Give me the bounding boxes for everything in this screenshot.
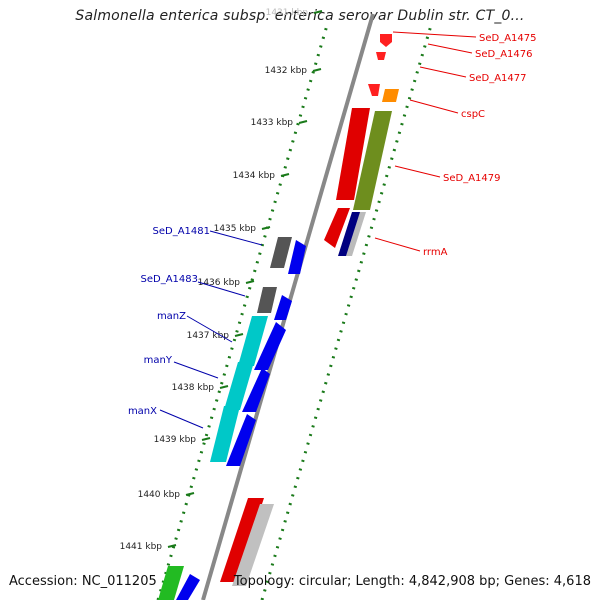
gene-many-cyan[interactable]	[224, 362, 254, 410]
gene-sed-a1483-grey[interactable]	[257, 287, 277, 313]
reverse-gene-label[interactable]: SeD_A1483	[141, 274, 199, 285]
scale-ticks: 1431 kbp 1432 kbp 1433 kbp 1434 kbp 1435 kbp…	[120, 8, 323, 552]
outer-dotted-guide	[260, 21, 434, 600]
tick-mark	[313, 10, 323, 14]
gene-sed-a1481-grey[interactable]	[270, 237, 292, 268]
gene-rrna-2[interactable]	[338, 212, 362, 256]
tick-mark	[185, 492, 195, 496]
accession-text: Accession: NC_011205	[9, 574, 157, 589]
tick-mark	[261, 226, 271, 230]
forward-gene-labels: SeD_A1475 SeD_A1476 SeD_A1477 cspC SeD_A1479…	[423, 33, 537, 258]
gene-sed-a1479[interactable]	[353, 111, 392, 210]
inner-dotted-guide	[156, 21, 330, 600]
gene-manz-blue[interactable]	[254, 322, 286, 370]
tick-label: 1440 kbp	[138, 490, 181, 500]
tick-label: 1441 kbp	[120, 542, 163, 552]
reverse-gene-label[interactable]: manY	[144, 355, 173, 366]
gene-lower-grey[interactable]	[232, 504, 274, 586]
forward-gene-label[interactable]: SeD_A1477	[469, 73, 527, 84]
tick-mark	[280, 173, 290, 177]
reverse-gene-labels: SeD_A1481 SeD_A1483 manZ manY manX	[128, 226, 210, 417]
gene-rrna-3[interactable]	[346, 212, 366, 256]
forward-label-leaders	[374, 31, 477, 252]
tick-mark	[234, 333, 244, 337]
gene-lower-blue[interactable]	[176, 574, 200, 600]
forward-gene-label[interactable]: rrmA	[423, 247, 448, 258]
forward-gene-label[interactable]: SeD_A1479	[443, 173, 501, 184]
reverse-strand-features	[158, 237, 306, 600]
map-title: Salmonella enterica subsp. enterica sero…	[75, 8, 525, 24]
tick-label: 1433 kbp	[251, 118, 294, 128]
gene-sed-a1479-rna[interactable]	[336, 108, 370, 200]
gene-manx-blue[interactable]	[226, 414, 256, 466]
forward-strand-features	[220, 34, 399, 586]
tick-label: 1432 kbp	[265, 66, 308, 76]
gene-lower-green[interactable]	[158, 566, 184, 600]
forward-gene-label[interactable]: cspC	[461, 109, 485, 120]
tick-mark	[167, 544, 177, 548]
reverse-label-leaders	[159, 230, 263, 429]
gene-lower-red[interactable]	[220, 498, 264, 582]
gene-sed-a1475[interactable]	[380, 34, 392, 47]
gene-manx-cyan[interactable]	[210, 406, 240, 462]
gene-manz-cyan[interactable]	[238, 316, 268, 366]
tick-mark	[201, 437, 211, 441]
gene-sed-a1477[interactable]	[368, 84, 380, 96]
reverse-gene-label[interactable]: manZ	[157, 311, 186, 322]
tick-label: 1431 kbp	[266, 8, 309, 18]
gene-many-blue[interactable]	[242, 368, 270, 412]
forward-gene-label[interactable]: SeD_A1475	[479, 33, 537, 44]
tick-label: 1436 kbp	[198, 278, 241, 288]
gene-sed-a1481-blue[interactable]	[288, 240, 306, 274]
gene-rrma[interactable]	[324, 208, 350, 248]
reverse-gene-label[interactable]: SeD_A1481	[153, 226, 211, 237]
gene-sed-a1483-blue[interactable]	[274, 295, 292, 320]
tick-mark	[298, 120, 308, 124]
tick-label: 1435 kbp	[214, 224, 257, 234]
tick-mark	[312, 68, 322, 72]
forward-gene-label[interactable]: SeD_A1476	[475, 49, 533, 60]
gene-cspc[interactable]	[382, 89, 399, 102]
gene-sed-a1476[interactable]	[376, 52, 386, 60]
tick-label: 1434 kbp	[233, 171, 276, 181]
tick-mark	[245, 280, 255, 284]
reverse-gene-label[interactable]: manX	[128, 406, 157, 417]
topology-text: Topology: circular; Length: 4,842,908 bp…	[233, 574, 591, 589]
tick-label: 1437 kbp	[187, 331, 230, 341]
tick-label: 1439 kbp	[154, 435, 197, 445]
tick-mark	[219, 385, 229, 389]
tick-label: 1438 kbp	[172, 383, 215, 393]
